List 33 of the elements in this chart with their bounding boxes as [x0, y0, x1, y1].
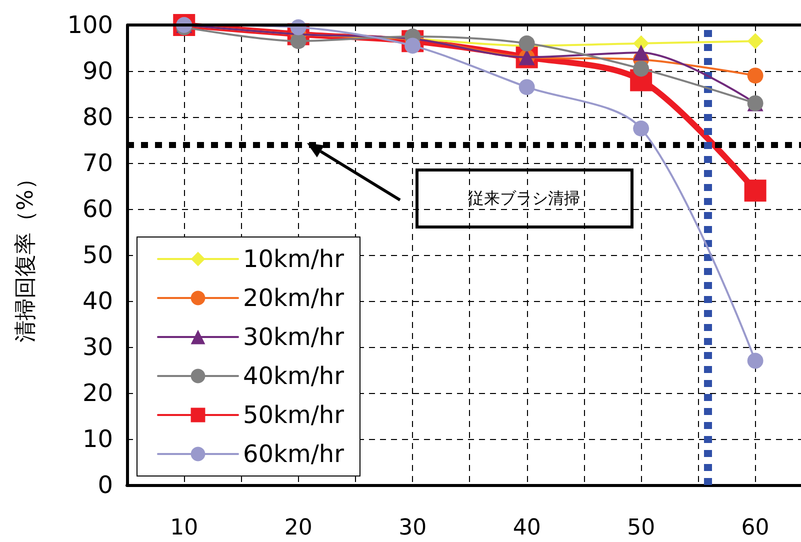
x-tick-label: 20 [284, 516, 312, 540]
y-tick-label: 30 [82, 333, 113, 361]
y-tick-label: 60 [82, 195, 113, 223]
x-tick-label: 50 [627, 516, 656, 540]
y-tick-label: 100 [67, 11, 113, 39]
point [747, 33, 764, 50]
x-tick-label: 40 [512, 516, 541, 540]
y-tick-label: 20 [82, 379, 113, 407]
annotation: 従来ブラシ清掃 [468, 188, 580, 208]
y-tick-label: 70 [82, 149, 113, 177]
legend-label: 40km/hr [243, 362, 344, 390]
legend-label: 60km/hr [243, 440, 344, 468]
point [633, 60, 650, 77]
point [633, 120, 650, 136]
y-tick-label: 80 [82, 103, 113, 131]
point [747, 68, 764, 84]
legend-label: 10km/hr [243, 245, 344, 273]
x-tick-label: 10 [170, 516, 198, 540]
y-tick-label: 40 [82, 287, 113, 315]
legend-label: 30km/hr [243, 323, 344, 351]
legend-label: 20km/hr [243, 284, 344, 312]
point [747, 352, 764, 369]
y-tick-label: 90 [82, 57, 113, 85]
y-axis-title: 清掃回復率（%） [14, 168, 38, 342]
point [518, 35, 535, 52]
point [518, 79, 535, 96]
legend-label: 50km/hr [243, 401, 344, 429]
point [744, 180, 766, 202]
y-tick-label: 10 [82, 425, 113, 453]
y-tick-label: 0 [98, 471, 113, 499]
x-tick-label: 30 [398, 516, 427, 540]
y-tick-label: 50 [82, 241, 113, 269]
x-tick-label: 60 [741, 516, 770, 540]
